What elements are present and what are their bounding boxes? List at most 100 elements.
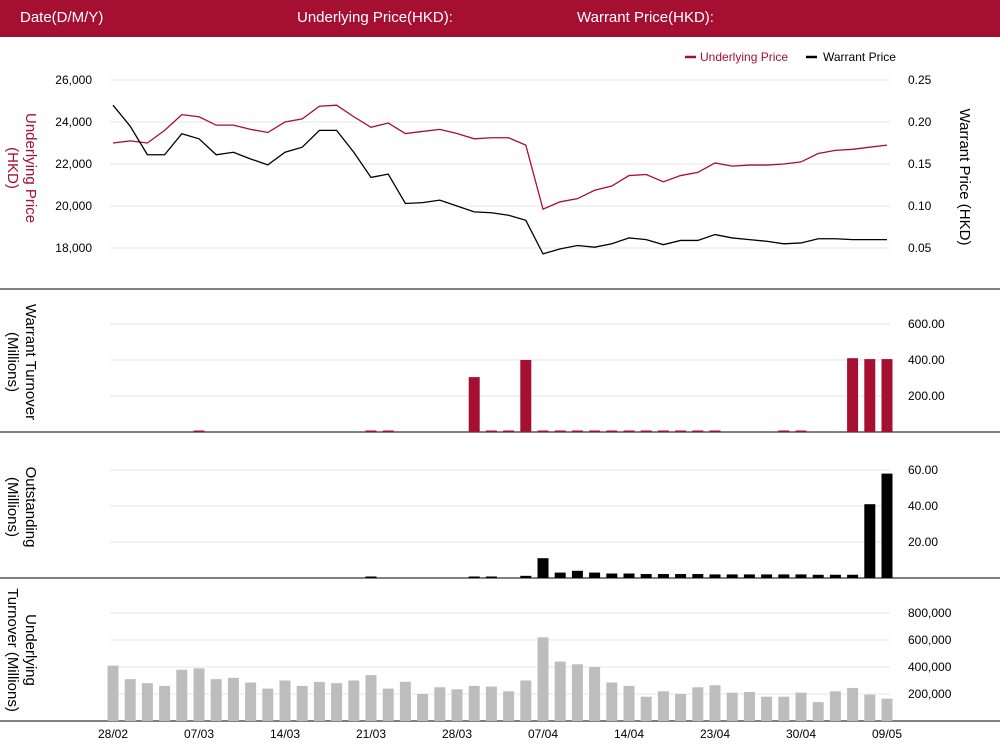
outstanding-axis-title: Outstanding(Millions) [4,467,39,548]
x-axis-tick-label: 09/05 [872,727,902,741]
outstanding-bar [761,574,773,578]
right-axis-tick-label: 0.05 [908,241,932,255]
warrant-turnover-tick-label: 200.00 [908,389,945,403]
warrant-turnover-bar [503,430,515,432]
warrant-turnover-bar [468,377,480,432]
underlying-turnover-bar [537,637,549,721]
underlying-turnover-bar [829,691,841,721]
warrant-turnover-bar [640,430,652,432]
warrant-turnover-bar [365,430,377,432]
underlying-turnover-tick-label: 200,000 [908,687,952,701]
underlying-turnover-axis-title: UnderlyingTurnover (Millions) [4,588,39,712]
warrant-turnover-bar [382,430,394,432]
warrant-turnover-bar [657,430,669,432]
underlying-turnover-bar [159,685,171,721]
legend-warrant-label: Warrant Price [823,50,896,64]
outstanding-bar [520,575,532,578]
header-bar: Date(D/M/Y) Underlying Price(HKD): Warra… [0,0,1000,37]
outstanding-bar [537,558,549,578]
outstanding-axis-title-line: Outstanding [22,467,39,548]
underlying-turnover-bar [623,685,635,721]
underlying-turnover-bar [296,685,308,721]
underlying-turnover-bar [812,702,824,721]
outstanding-bar [726,574,738,578]
x-axis-tick-label: 23/04 [700,727,730,741]
warrant-turnover-bar [795,430,807,432]
outstanding-bar [709,574,721,578]
underlying-turnover-bar [554,661,566,721]
outstanding-bar [881,473,893,578]
underlying-turnover-bar [348,680,360,721]
right-axis-tick-label: 0.10 [908,199,932,213]
date-label: Date(D/M/Y) [20,9,104,26]
underlying-turnover-bar [503,691,515,721]
warrant-turnover-tick-label: 600.00 [908,317,945,331]
x-axis-tick-label: 07/04 [528,727,558,741]
outstanding-bar [829,574,841,578]
underlying-turnover-bar [864,694,876,721]
warrant-turnover-bar [623,430,635,432]
warrant-turnover-bar [537,430,549,432]
warrant-turnover-bar [847,358,859,432]
underlying-turnover-tick-label: 400,000 [908,660,952,674]
underlying-turnover-bar [468,685,480,721]
warrant-turnover-axis-title: Warrant Turnover(Millions) [4,304,39,420]
underlying-turnover-bar [726,692,738,721]
left-axis-tick-label: 26,000 [55,73,92,87]
warrant-price-label: Warrant Price(HKD): [577,9,714,26]
warrant-turnover-tick-label: 400.00 [908,353,945,367]
outstanding-bar [640,574,652,578]
underlying-turnover-bar [520,680,532,721]
left-axis-title: Underlying Price(HKD) [4,113,39,223]
outstanding-axis-title-line: (Millions) [4,477,21,537]
outstanding-bar [812,574,824,578]
outstanding-bar [623,573,635,578]
outstanding-bar [606,573,618,578]
right-axis-tick-label: 0.25 [908,73,932,87]
underlying-price-label: Underlying Price(HKD): [297,9,453,26]
underlying-turnover-bar [313,681,325,721]
underlying-turnover-tick-label: 800,000 [908,606,952,620]
warrant-turnover-bar [571,430,583,432]
underlying-turnover-bar [657,691,669,721]
warrant-turnover-bar [193,430,205,432]
warrant-chart: 26,000 24,000 22,000 20,000 18,000 0.25 0.20 0.… [0,50,1000,741]
underlying-turnover-bar [227,677,239,721]
underlying-turnover-bar [365,675,377,721]
warrant-turnover-bar [485,430,497,432]
outstanding-bar [657,574,669,578]
outstanding-bar [795,574,807,578]
x-axis-tick-label: 07/03 [184,727,214,741]
x-axis-tick-label: 30/04 [786,727,816,741]
warrant-turnover-axis-title-line: (Millions) [4,332,21,392]
outstanding-tick-label: 40.00 [908,499,938,513]
underlying-turnover-bar [778,696,790,721]
x-axis-tick-label: 28/02 [98,727,128,741]
outstanding-bar [743,574,755,578]
warrant-turnover-bar [881,359,893,432]
outstanding-bar [778,574,790,578]
warrant-turnover-bar [709,430,721,432]
outstanding-bar [571,570,583,578]
outstanding-bar [864,504,876,578]
underlying-turnover-bar [761,696,773,721]
left-axis-tick-label: 22,000 [55,157,92,171]
outstanding-bar [468,576,480,578]
underlying-turnover-bar [262,688,274,721]
underlying-turnover-bar [279,680,291,721]
warrant-turnover-bar [606,430,618,432]
x-axis-tick-label: 14/04 [614,727,644,741]
underlying-turnover-bar [451,689,463,721]
underlying-turnover-bar [434,687,446,721]
warrant-turnover-bar [554,430,566,432]
outstanding-bar [692,574,704,578]
warrant-turnover-bar [520,360,532,432]
outstanding-tick-label: 20.00 [908,535,938,549]
underlying-turnover-bar [847,687,859,721]
left-axis-tick-label: 20,000 [55,199,92,213]
underlying-turnover-bar [589,667,601,721]
underlying-turnover-bar [675,694,687,721]
underlying-turnover-bar [881,698,893,721]
outstanding-bar [589,572,601,578]
underlying-turnover-bar [210,679,222,721]
